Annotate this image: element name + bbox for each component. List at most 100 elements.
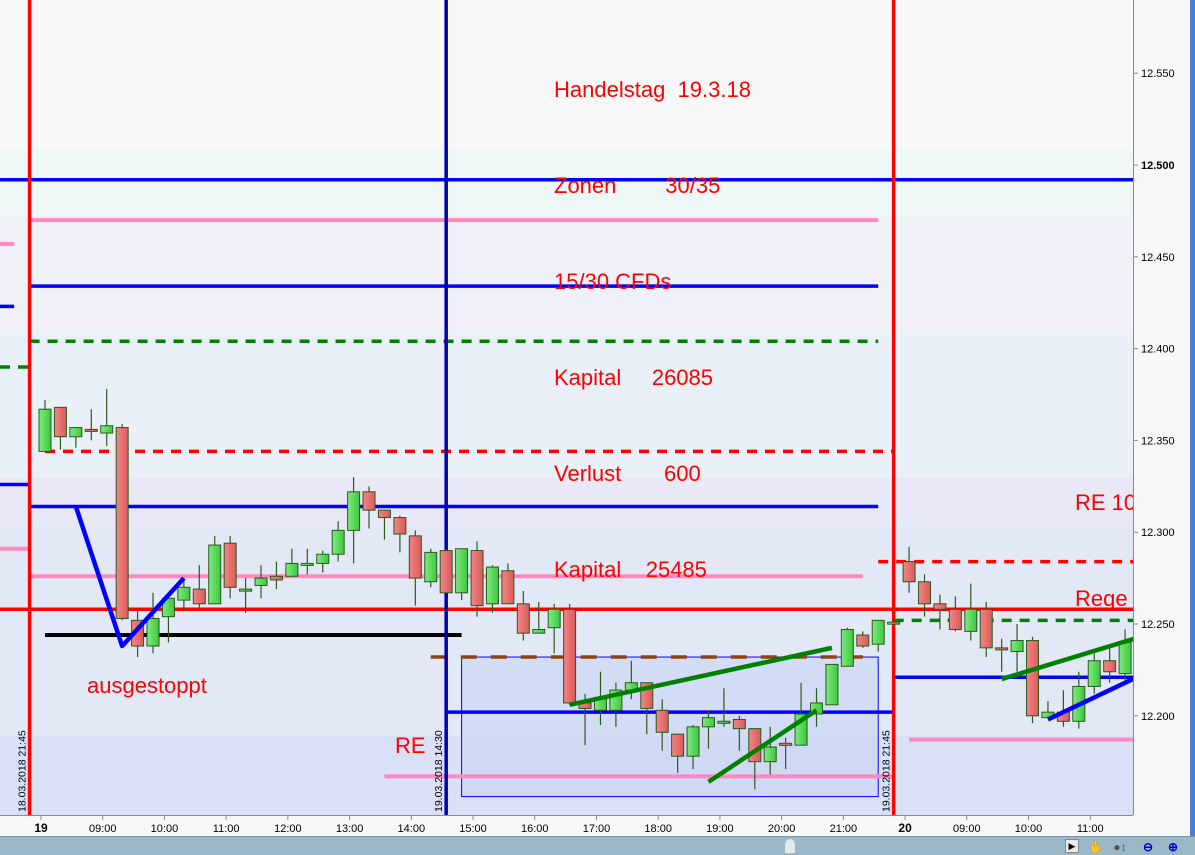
candle bbox=[547, 603, 561, 654]
x-tick-label: 20:00 bbox=[768, 823, 796, 835]
zoom-in-icon[interactable]: ⊕ bbox=[1167, 840, 1179, 854]
candle bbox=[856, 631, 870, 648]
horizontal-scrollbar[interactable]: ▶ ✋ ●↕ ⊖ ⊕ bbox=[0, 836, 1195, 855]
info-line: Handelstag 19.3.18 bbox=[554, 77, 751, 102]
candle-body-down bbox=[671, 733, 685, 757]
trendline bbox=[1001, 636, 1133, 682]
candle-body-down bbox=[470, 550, 484, 607]
candle bbox=[362, 486, 376, 529]
candle bbox=[285, 548, 299, 577]
candle bbox=[470, 541, 484, 617]
info-line: Kapital 26085 bbox=[554, 365, 714, 390]
info-line: Verlust 600 bbox=[554, 461, 701, 486]
candle bbox=[455, 548, 469, 601]
y-tick-label: 12.400 bbox=[1141, 344, 1175, 356]
candle bbox=[671, 733, 685, 773]
candle bbox=[887, 620, 901, 625]
candle bbox=[964, 583, 978, 641]
x-tick-label: 12:00 bbox=[274, 823, 302, 835]
candle bbox=[825, 663, 839, 706]
zone-rectangle bbox=[461, 656, 879, 798]
x-tick-label: 13:00 bbox=[336, 823, 364, 835]
candle-body-up bbox=[825, 663, 839, 706]
candle-body-up bbox=[717, 720, 731, 724]
candle bbox=[485, 565, 499, 613]
candle-body-up bbox=[810, 702, 823, 715]
candle-body-up bbox=[1087, 660, 1101, 687]
candle bbox=[177, 578, 191, 612]
candle-body-down bbox=[902, 561, 916, 583]
cursor-icon[interactable]: ▶ bbox=[1065, 839, 1079, 853]
candle-body-down bbox=[115, 427, 129, 619]
hand-icon[interactable]: ✋ bbox=[1088, 840, 1104, 854]
stopped-out-annotation: ausgestoppt bbox=[87, 673, 207, 698]
vertical-marker-label: 18.03.2018 21:45 bbox=[17, 730, 29, 812]
candle-body-up bbox=[146, 617, 160, 647]
candle-body-down bbox=[393, 517, 407, 535]
candle-body-up bbox=[532, 629, 546, 634]
y-tick-label: 12.300 bbox=[1141, 527, 1175, 539]
candle bbox=[393, 515, 407, 553]
x-tick-label: 16:00 bbox=[521, 823, 549, 835]
trendline bbox=[569, 645, 833, 707]
candle bbox=[377, 509, 391, 540]
candle-body-up bbox=[455, 548, 469, 594]
candle bbox=[223, 535, 237, 599]
candle-body-down bbox=[1026, 640, 1040, 717]
candle bbox=[331, 521, 345, 562]
candle bbox=[840, 627, 854, 667]
vertical-marker-label: 19.03.2018 14:30 bbox=[433, 730, 445, 812]
candle bbox=[53, 406, 67, 450]
candle bbox=[501, 563, 515, 605]
candle-body-down bbox=[918, 581, 932, 605]
candle bbox=[1087, 653, 1101, 694]
y-tick-label: 12.500 bbox=[1141, 160, 1175, 172]
x-tick-label: 15:00 bbox=[459, 823, 487, 835]
x-tick-label: 19 bbox=[34, 821, 48, 835]
candle-body-down bbox=[501, 570, 515, 605]
candle-body-up bbox=[100, 425, 114, 434]
candle bbox=[902, 546, 916, 593]
re-right-line: Rege bbox=[1075, 586, 1128, 611]
trendline bbox=[707, 708, 818, 784]
candle-body-up bbox=[964, 608, 978, 632]
x-axis bbox=[0, 815, 1133, 836]
candle-body-up bbox=[38, 408, 52, 452]
zoom-out-icon[interactable]: ⊖ bbox=[1142, 840, 1154, 854]
candle-body-up bbox=[239, 588, 253, 592]
candle bbox=[948, 596, 962, 632]
candle bbox=[161, 597, 175, 643]
candle bbox=[701, 710, 715, 749]
candle-body-up bbox=[871, 619, 885, 645]
candle bbox=[717, 688, 731, 727]
x-tick-label: 21:00 bbox=[830, 823, 858, 835]
candle-body-down bbox=[377, 509, 391, 519]
candle-body-up bbox=[686, 726, 700, 757]
candle-body-down bbox=[362, 491, 376, 511]
trendline bbox=[1046, 676, 1133, 722]
x-tick-label: 11:00 bbox=[1077, 823, 1104, 835]
candle-body-down bbox=[856, 634, 870, 647]
zoom-vertical-icon[interactable]: ●↕ bbox=[1113, 840, 1127, 854]
candle bbox=[918, 574, 932, 617]
candlestick-chart[interactable]: 18.03.2018 21:45 19.03.2018 14:30 19.03.20… bbox=[0, 0, 1195, 836]
candle bbox=[300, 548, 314, 575]
trade-info-annotation: Handelstag 19.3.18 Zonen 30/35 15/30 CFD… bbox=[554, 10, 751, 618]
candle bbox=[871, 619, 885, 652]
candle bbox=[686, 724, 700, 770]
candle-body-down bbox=[1103, 660, 1117, 673]
candle-body-down bbox=[563, 608, 577, 704]
candle bbox=[563, 603, 577, 705]
candle-body-up bbox=[1118, 641, 1132, 675]
candle-body-down bbox=[516, 603, 530, 634]
candle bbox=[779, 737, 793, 770]
candle bbox=[979, 601, 993, 658]
candle-body-up bbox=[254, 577, 268, 586]
candle bbox=[424, 548, 438, 588]
candle bbox=[84, 409, 98, 441]
candle-body-up bbox=[69, 427, 83, 438]
candle bbox=[408, 530, 422, 606]
candle-body-down bbox=[933, 603, 947, 610]
scrollbar-thumb[interactable] bbox=[785, 839, 795, 853]
candle bbox=[146, 592, 160, 654]
